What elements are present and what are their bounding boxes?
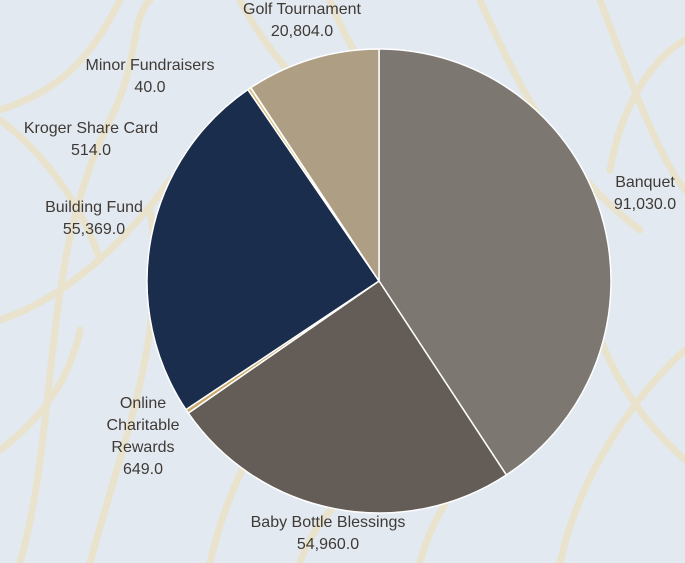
data-label-minor-fundraisers: Minor Fundraisers 40.0 xyxy=(86,57,215,96)
data-label-golf-tournament: Golf Tournament 20,804.0 xyxy=(243,1,362,40)
data-label-value: 54,960.0 xyxy=(297,536,359,553)
data-label-kroger-share-card: Kroger Share Card 514.0 xyxy=(24,120,158,159)
data-label-value: 20,804.0 xyxy=(271,23,333,40)
data-label-name: Online xyxy=(120,395,166,412)
data-label-banquet: Banquet 91,030.0 xyxy=(614,174,676,213)
data-label-building-fund: Building Fund 55,369.0 xyxy=(45,199,143,238)
data-label-name: Banquet xyxy=(615,174,675,191)
data-label-value: 649.0 xyxy=(123,461,163,478)
pie-slice-building-fund[interactable] xyxy=(146,88,380,411)
data-label-value: 514.0 xyxy=(71,142,111,159)
data-label-name: Kroger Share Card xyxy=(24,120,158,137)
pie-slice-baby-bottle-blessings[interactable] xyxy=(187,280,508,514)
data-label-name: Golf Tournament xyxy=(243,1,362,18)
data-label-name: Rewards xyxy=(111,439,174,456)
data-label-name: Building Fund xyxy=(45,199,143,216)
data-label-baby-bottle-blessings: Baby Bottle Blessings 54,960.0 xyxy=(251,514,406,553)
data-label-value: 40.0 xyxy=(134,79,165,96)
data-label-name: Charitable xyxy=(107,417,180,434)
data-label-value: 55,369.0 xyxy=(63,221,125,238)
data-label-name: Minor Fundraisers xyxy=(86,57,215,74)
data-label-value: 91,030.0 xyxy=(614,196,676,213)
data-label-name: Baby Bottle Blessings xyxy=(251,514,406,531)
data-label-online-charitable-rewards: Online Charitable Rewards 649.0 xyxy=(107,395,180,478)
pie-slice-golf-tournament[interactable] xyxy=(250,48,380,282)
